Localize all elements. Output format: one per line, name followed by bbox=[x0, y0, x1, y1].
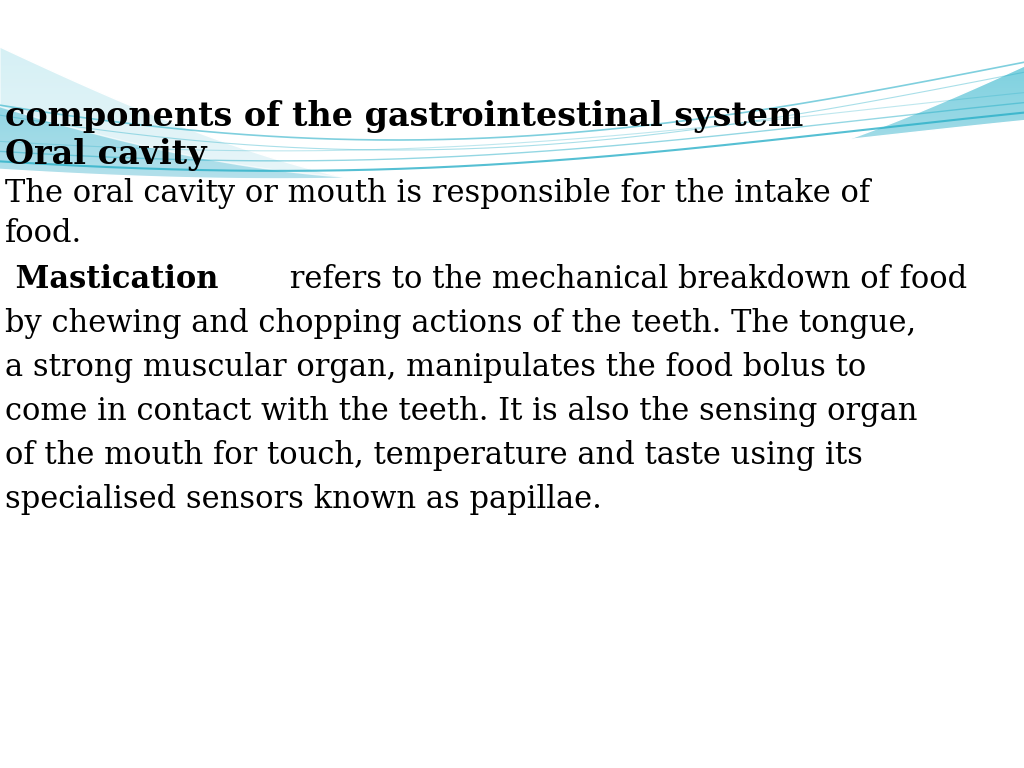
Text: Oral cavity: Oral cavity bbox=[5, 138, 207, 171]
Text: Mastication: Mastication bbox=[5, 264, 218, 295]
Text: components of the gastrointestinal system: components of the gastrointestinal syste… bbox=[5, 100, 803, 133]
Text: of the mouth for touch, temperature and taste using its: of the mouth for touch, temperature and … bbox=[5, 440, 863, 471]
Polygon shape bbox=[0, 121, 1024, 768]
Text: food.: food. bbox=[5, 218, 82, 249]
Polygon shape bbox=[0, 0, 1024, 180]
Text: come in contact with the teeth. It is also the sensing organ: come in contact with the teeth. It is al… bbox=[5, 396, 918, 427]
Text: a strong muscular organ, manipulates the food bolus to: a strong muscular organ, manipulates the… bbox=[5, 352, 866, 383]
Text: refers to the mechanical breakdown of food: refers to the mechanical breakdown of fo… bbox=[281, 264, 968, 295]
Text: specialised sensors known as papillae.: specialised sensors known as papillae. bbox=[5, 484, 602, 515]
Text: The oral cavity or mouth is responsible for the intake of: The oral cavity or mouth is responsible … bbox=[5, 178, 870, 209]
Polygon shape bbox=[0, 0, 1024, 200]
Text: by chewing and chopping actions of the teeth. The tongue,: by chewing and chopping actions of the t… bbox=[5, 308, 916, 339]
